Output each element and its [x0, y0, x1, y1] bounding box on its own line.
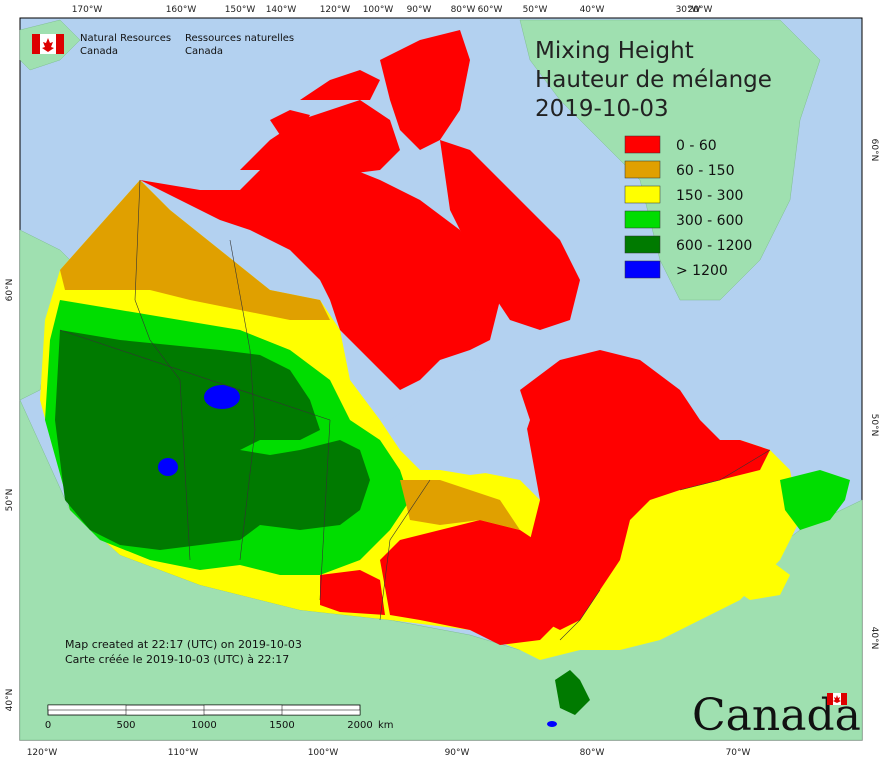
bottom-lon-label-5: 70°W [726, 748, 751, 758]
legend-label-3: 300 - 600 [676, 213, 743, 229]
right-lat-label-0: 60°N [869, 139, 879, 162]
nrcan-signature: Natural Resources Canada Ressources natu… [32, 33, 294, 57]
arctic-islands [240, 30, 580, 330]
top-lon-label-8: 60°W [478, 5, 503, 15]
legend-label-5: > 1200 [676, 263, 728, 279]
nrcan-fr-line1: Ressources naturelles [185, 33, 294, 44]
scale-label-0: 0 [45, 720, 51, 731]
left-lat-label-2: 40°N [5, 689, 15, 712]
canada-wordmark: Canada [692, 690, 861, 741]
province-boundaries [59, 179, 771, 641]
region-600-1200 [55, 330, 370, 550]
region-0-60-north [140, 150, 500, 390]
bottom-lon-ticks: 120°W 110°W 100°W 90°W 80°W 70°W [27, 748, 751, 758]
legend-swatch-2 [624, 185, 661, 204]
scale-bar: 0 500 1000 1500 2000 km [45, 704, 394, 731]
scale-label-1: 500 [116, 720, 135, 731]
canada-regions [40, 30, 850, 727]
region-0-60-prairie [320, 570, 385, 615]
region-0-60-east [520, 350, 770, 630]
legend-label-1: 60 - 150 [676, 163, 735, 179]
top-lon-label-6: 90°W [407, 5, 432, 15]
region-over-1200-b [158, 458, 178, 476]
scale-label-4: 2000 [347, 720, 372, 731]
right-lat-label-1: 50°N [869, 414, 879, 437]
nrcan-fr-line2: Canada [185, 46, 223, 57]
top-lon-label-4: 120°W [320, 5, 351, 15]
top-lon-label-3: 140°W [266, 5, 297, 15]
region-60-150-north [60, 180, 330, 320]
legend-swatch-1 [624, 160, 661, 179]
top-lon-label-12: 20°W [688, 5, 713, 15]
region-600-1200-south-ontario [555, 670, 590, 715]
flag-bar-right [56, 34, 64, 54]
top-lon-label-10: 40°W [580, 5, 605, 15]
hudson-bay [390, 370, 530, 475]
scale-unit: km [378, 720, 394, 731]
title-en: Mixing Height [535, 38, 694, 64]
wordmark-flag-right [841, 693, 847, 705]
legend-swatch-3 [624, 210, 661, 229]
title-date: 2019-10-03 [535, 96, 669, 122]
region-over-1200-c [547, 721, 557, 727]
bottom-lon-label-0: 120°W [27, 748, 58, 758]
note-fr: Carte créée le 2019-10-03 (UTC) à 22:17 [65, 653, 289, 666]
left-lat-label-1: 50°N [5, 489, 15, 512]
region-over-1200-a [204, 385, 240, 409]
right-lat-ticks: 60°N 50°N 40°N [869, 139, 879, 650]
legend-label-0: 0 - 60 [676, 138, 717, 154]
top-lon-label-1: 160°W [166, 5, 197, 15]
legend-swatch-5 [624, 260, 661, 279]
region-60-150-south [400, 480, 520, 530]
top-lon-label-9: 50°W [523, 5, 548, 15]
left-lat-label-0: 60°N [5, 279, 15, 302]
top-lon-label-5: 100°W [363, 5, 394, 15]
wordmark-flag-left [827, 693, 833, 705]
flag-bar-left [32, 34, 40, 54]
wordmark-maple-leaf-icon [833, 695, 841, 703]
bottom-lon-label-1: 110°W [168, 748, 199, 758]
region-0-60-ontario [380, 520, 560, 645]
top-lon-label-7: 80°W [451, 5, 476, 15]
top-lon-label-0: 170°W [72, 5, 103, 15]
note-en: Map created at 22:17 (UTC) on 2019-10-03 [65, 638, 302, 651]
legend-swatch-0 [624, 135, 661, 154]
bottom-lon-label-2: 100°W [308, 748, 339, 758]
title-fr: Hauteur de mélange [535, 67, 772, 93]
bottom-lon-label-4: 80°W [580, 748, 605, 758]
legend-swatch-4 [624, 235, 661, 254]
scale-label-3: 1500 [269, 720, 294, 731]
scale-label-2: 1000 [191, 720, 216, 731]
bottom-lon-label-3: 90°W [445, 748, 470, 758]
nrcan-en-line1: Natural Resources [80, 33, 171, 44]
left-lat-ticks: 60°N 50°N 40°N [5, 279, 15, 712]
region-atlantic [780, 470, 850, 530]
right-lat-label-2: 40°N [869, 627, 879, 650]
legend-label-4: 600 - 1200 [676, 238, 752, 254]
foreign-land [19, 19, 863, 741]
maple-leaf-icon [42, 38, 54, 52]
top-lon-label-11: 30°W [676, 5, 701, 15]
legend-label-2: 150 - 300 [676, 188, 743, 204]
legend: 0 - 60 60 - 150 150 - 300 300 - 600 600 - 12… [624, 135, 752, 279]
top-lon-ticks: 170°W 160°W 150°W 140°W 120°W 100°W 90°W 80°W 60… [72, 5, 713, 15]
top-lon-label-2: 150°W [225, 5, 256, 15]
nrcan-en-line2: Canada [80, 46, 118, 57]
region-atlantic-yellow [735, 560, 790, 600]
